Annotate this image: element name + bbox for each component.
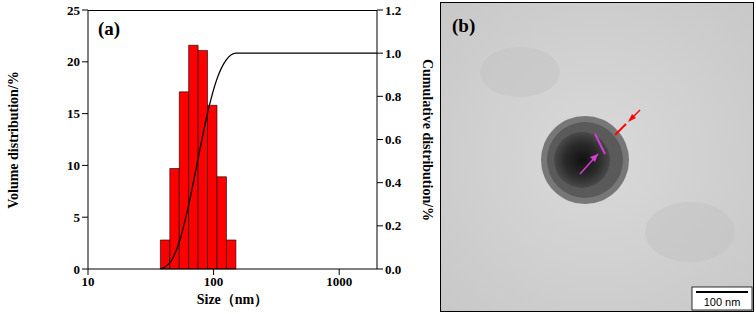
html-text:Size（nm）: Size（nm） [196, 292, 269, 307]
svg-text:10: 10 [82, 274, 95, 289]
html-text:(a): (a) [98, 18, 121, 39]
svg-text:1.2: 1.2 [385, 3, 401, 18]
svg-text:0.6: 0.6 [385, 132, 402, 147]
svg-text:100: 100 [204, 274, 224, 289]
svg-text:0: 0 [74, 262, 81, 277]
svg-text:10: 10 [67, 158, 80, 173]
svg-text:15: 15 [67, 106, 81, 121]
svg-text:1000: 1000 [326, 274, 352, 289]
svg-text:0.2: 0.2 [385, 218, 401, 233]
svg-text:(b): (b) [452, 15, 475, 37]
html-text:Volume distribution/%: Volume distribution/% [6, 70, 21, 209]
svg-text:0.8: 0.8 [385, 89, 402, 104]
svg-text:1.0: 1.0 [385, 46, 401, 61]
svg-text:25: 25 [67, 3, 81, 18]
svg-text:0.4: 0.4 [385, 175, 402, 190]
svg-text:100 nm: 100 nm [704, 296, 741, 308]
svg-text:5: 5 [74, 210, 81, 225]
html-text:Cumulative distribution/%: Cumulative distribution/% [420, 58, 435, 221]
svg-text:0.0: 0.0 [385, 262, 401, 277]
svg-text:20: 20 [67, 54, 80, 69]
